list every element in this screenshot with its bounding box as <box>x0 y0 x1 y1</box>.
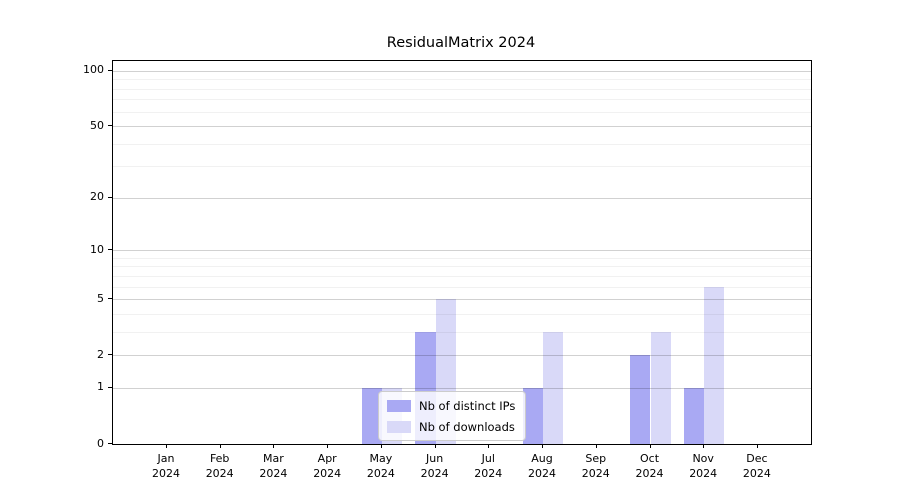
minor-gridline-y-40 <box>113 143 811 145</box>
y-axis-tick-50 <box>108 125 112 126</box>
x-axis-tick-apr-2024 <box>327 444 329 448</box>
x-axis-tick-label-nov-2024: Nov 2024 <box>689 452 718 480</box>
plot-area: Nb of distinct IPs Nb of downloads <box>112 60 812 445</box>
minor-gridline-y-60 <box>113 111 811 113</box>
bar-nb-of-distinct-ips-aug-2024 <box>522 387 543 444</box>
major-gridline-y-10 <box>113 250 811 252</box>
x-axis-tick-oct-2024 <box>649 444 651 448</box>
x-axis-tick-label-jan-2024: Jan 2024 <box>152 452 180 480</box>
y-axis-tick-2 <box>108 354 112 356</box>
y-axis-tick-5 <box>108 298 112 300</box>
legend-swatch-downloads <box>387 420 411 433</box>
major-gridline-y-50 <box>113 126 811 127</box>
legend-swatch-distinct-ips <box>387 399 411 412</box>
bar-nb-of-distinct-ips-oct-2024 <box>630 355 651 444</box>
y-axis-tick-100 <box>108 69 112 71</box>
x-axis-tick-nov-2024 <box>703 444 705 448</box>
y-axis-tick-label-2: 2 <box>97 347 104 361</box>
y-axis-tick-0 <box>108 443 112 444</box>
y-axis-tick-label-10: 10 <box>90 242 104 256</box>
major-gridline-y-1 <box>113 387 811 389</box>
x-axis-tick-jun-2024 <box>434 444 436 448</box>
y-axis-tick-label-50: 50 <box>90 118 104 132</box>
minor-gridline-y-90 <box>113 79 811 81</box>
y-axis-tick-label-0: 0 <box>97 436 104 450</box>
y-axis-tick-1 <box>108 386 112 388</box>
bar-nb-of-downloads-nov-2024 <box>704 286 725 444</box>
y-axis-tick-10 <box>108 249 112 251</box>
x-axis-tick-label-dec-2024: Dec 2024 <box>742 452 771 480</box>
minor-gridline-y-4 <box>113 313 811 315</box>
minor-gridline-y-70 <box>113 99 811 101</box>
legend-item-downloads: Nb of downloads <box>387 418 515 435</box>
x-axis-tick-mar-2024 <box>273 444 275 448</box>
x-axis-tick-label-feb-2024: Feb 2024 <box>205 452 234 480</box>
x-axis-tick-label-may-2024: May 2024 <box>366 452 395 480</box>
x-axis-tick-dec-2024 <box>756 444 758 448</box>
bar-nb-of-downloads-aug-2024 <box>543 331 564 444</box>
minor-gridline-y-80 <box>113 88 811 90</box>
x-axis-tick-jan-2024 <box>166 444 167 448</box>
bar-nb-of-distinct-ips-may-2024 <box>361 387 382 444</box>
y-axis-tick-label-20: 20 <box>90 190 104 204</box>
x-axis-tick-label-mar-2024: Mar 2024 <box>259 452 288 480</box>
minor-gridline-y-3 <box>113 331 811 333</box>
chart-title: ResidualMatrix 2024 <box>386 35 536 51</box>
x-axis-tick-jul-2024 <box>488 444 490 448</box>
x-axis-tick-label-sep-2024: Sep 2024 <box>581 452 610 480</box>
x-axis-tick-sep-2024 <box>595 444 597 448</box>
y-axis-tick-20 <box>108 196 112 198</box>
legend-label-downloads: Nb of downloads <box>419 419 515 434</box>
minor-gridline-y-6 <box>113 286 811 288</box>
x-axis-tick-label-apr-2024: Apr 2024 <box>313 452 342 480</box>
x-axis-tick-label-aug-2024: Aug 2024 <box>528 452 556 480</box>
legend-item-distinct-ips: Nb of distinct IPs <box>387 397 515 414</box>
minor-gridline-y-8 <box>113 266 811 268</box>
minor-gridline-y-9 <box>113 257 811 259</box>
x-axis-tick-label-oct-2024: Oct 2024 <box>635 452 664 480</box>
x-axis-tick-aug-2024 <box>542 444 543 448</box>
minor-gridline-y-7 <box>113 275 811 277</box>
x-axis-tick-feb-2024 <box>219 444 221 448</box>
major-gridline-y-2 <box>113 355 811 357</box>
y-axis-tick-label-1: 1 <box>97 380 104 394</box>
y-axis-tick-label-5: 5 <box>97 291 104 305</box>
x-axis-tick-label-jun-2024: Jun 2024 <box>420 452 449 480</box>
major-gridline-y-20 <box>113 197 811 199</box>
x-axis-tick-label-jul-2024: Jul 2024 <box>474 452 503 480</box>
bar-nb-of-distinct-ips-nov-2024 <box>684 387 705 444</box>
legend: Nb of distinct IPs Nb of downloads <box>378 391 527 441</box>
legend-label-distinct-ips: Nb of distinct IPs <box>419 398 516 413</box>
bar-nb-of-downloads-oct-2024 <box>650 331 671 444</box>
major-gridline-y-5 <box>113 299 811 301</box>
y-axis-tick-label-100: 100 <box>83 63 104 77</box>
minor-gridline-y-30 <box>113 166 811 168</box>
major-gridline-y-100 <box>113 70 811 72</box>
x-axis-tick-may-2024 <box>380 444 382 448</box>
